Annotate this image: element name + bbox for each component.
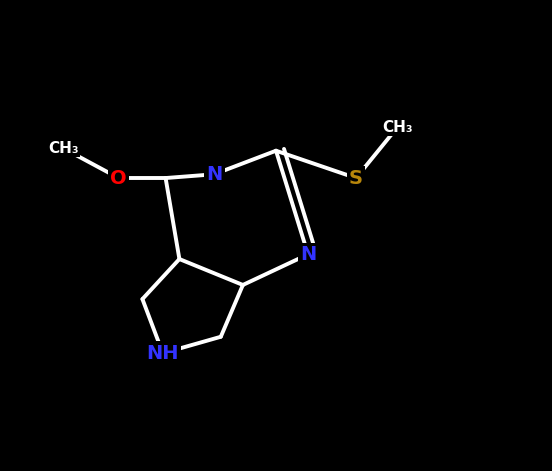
Text: CH₃: CH₃ [382,120,413,135]
Text: O: O [110,169,127,187]
Text: N: N [300,245,316,264]
Text: CH₃: CH₃ [48,141,79,156]
Text: S: S [349,169,363,187]
Text: N: N [206,165,222,184]
Text: NH: NH [147,344,179,363]
